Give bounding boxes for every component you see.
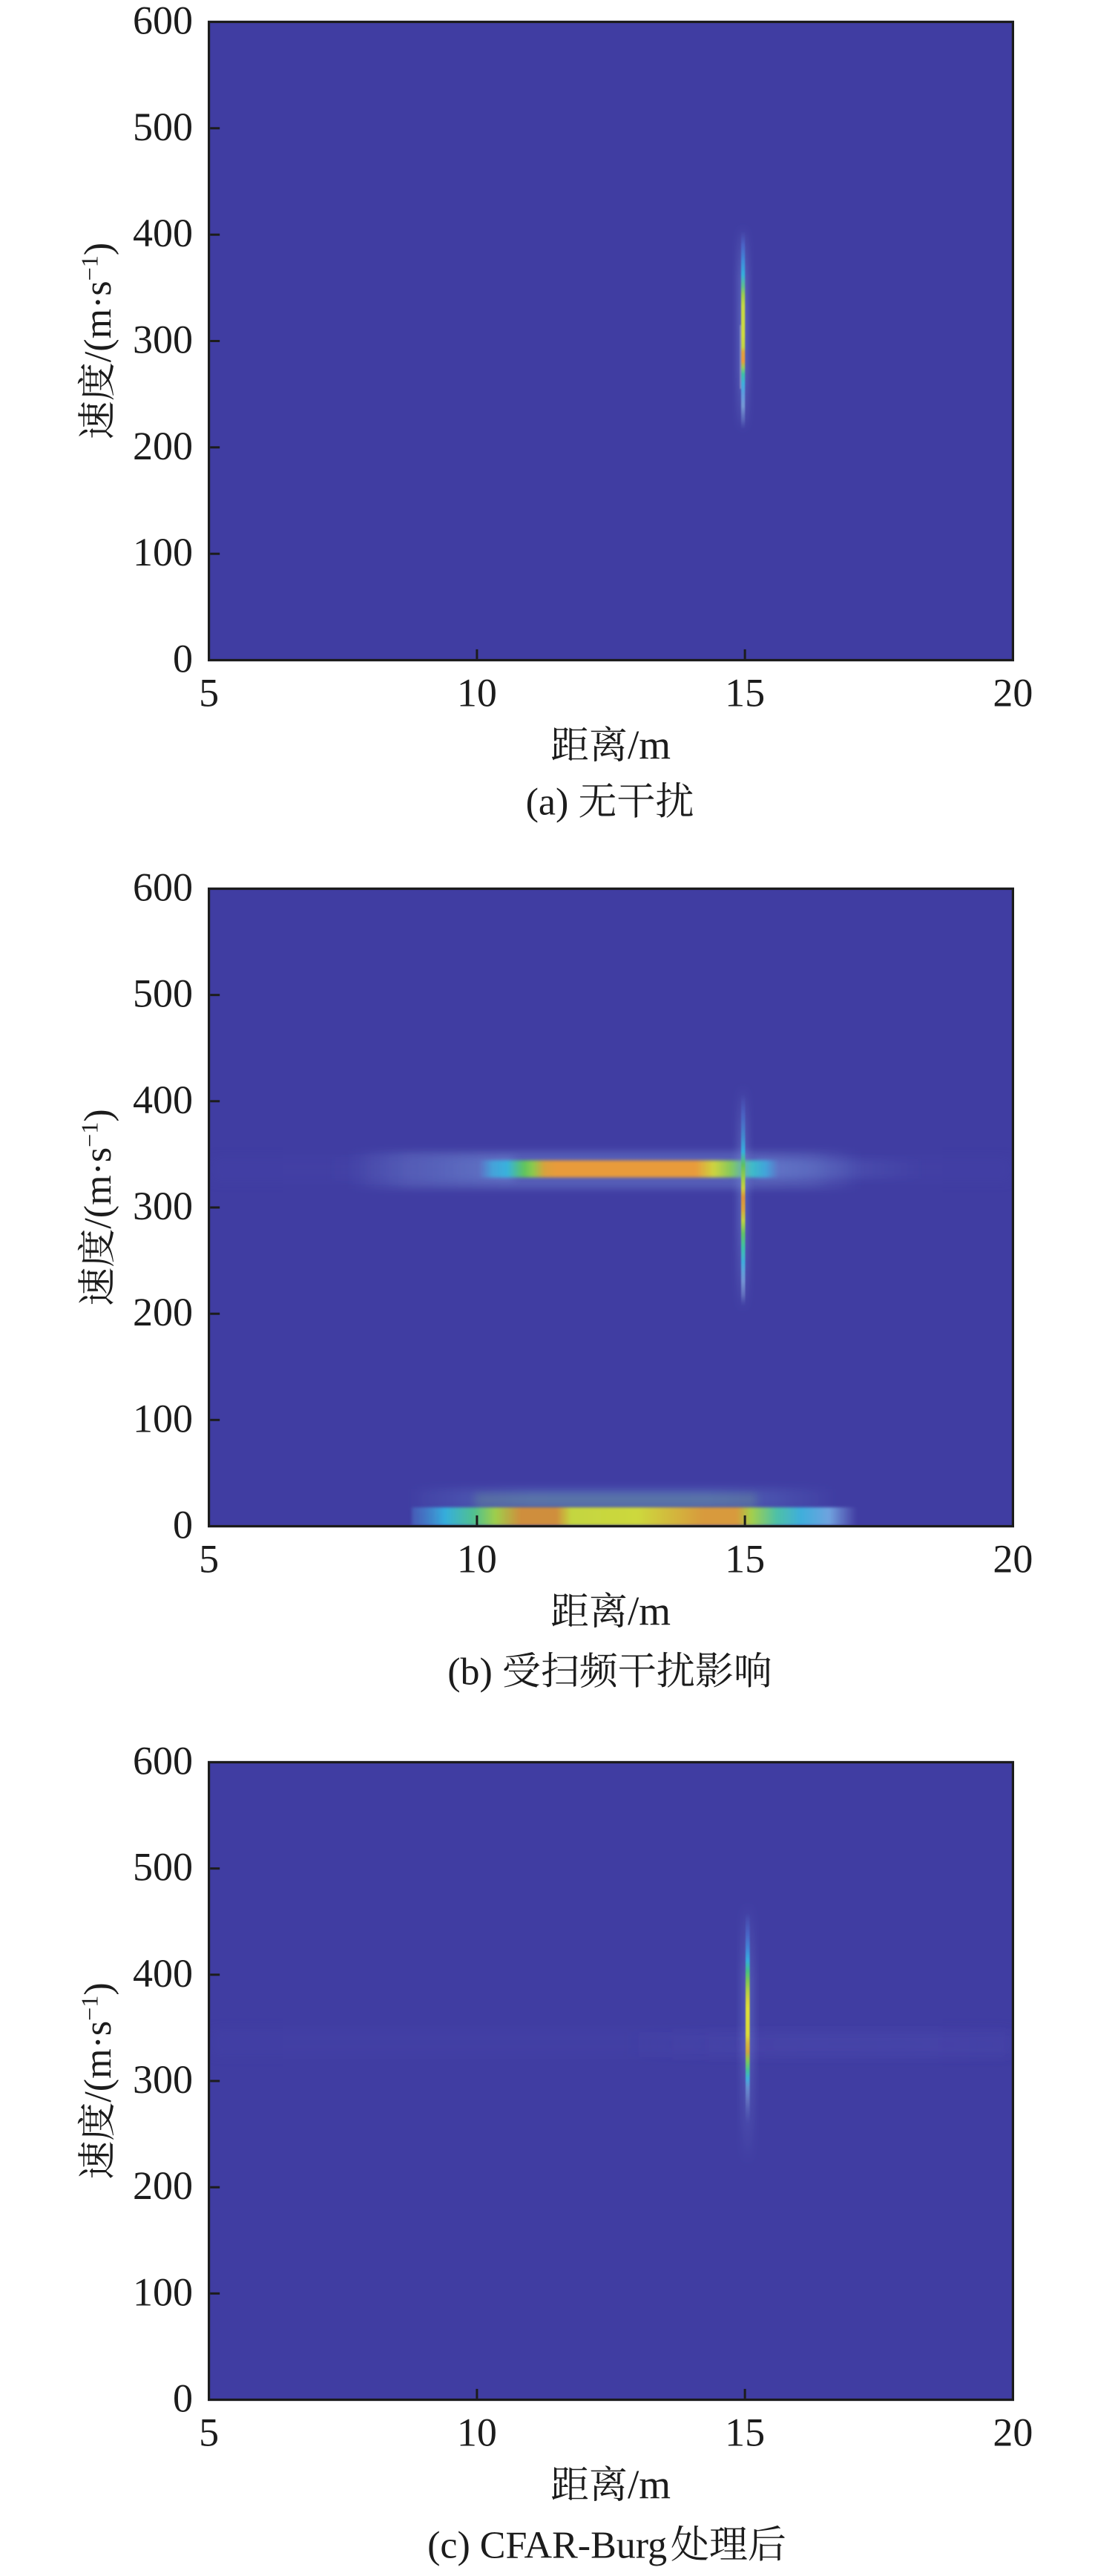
svg-text:400: 400 (133, 1951, 193, 1996)
svg-text:5: 5 (199, 671, 219, 715)
svg-text:5: 5 (199, 1537, 219, 1582)
svg-text:300: 300 (133, 318, 193, 362)
svg-text:/m: /m (628, 2462, 671, 2507)
svg-text:100: 100 (133, 2269, 193, 2314)
svg-text:400: 400 (133, 1078, 193, 1122)
svg-text:): ) (77, 1982, 119, 1995)
svg-text:0: 0 (173, 2376, 193, 2421)
svg-text:10: 10 (457, 671, 497, 715)
svg-text:/m: /m (628, 1588, 671, 1633)
svg-text:500: 500 (133, 971, 193, 1016)
svg-text:100: 100 (133, 1396, 193, 1441)
svg-text:300: 300 (133, 2057, 193, 2102)
svg-text:/m: /m (628, 722, 671, 767)
svg-text:300: 300 (133, 1184, 193, 1228)
svg-text:500: 500 (133, 1845, 193, 1890)
svg-text:200: 200 (133, 424, 193, 468)
svg-text:5: 5 (199, 2411, 219, 2455)
svg-text:400: 400 (133, 211, 193, 255)
svg-text:10: 10 (457, 1537, 497, 1582)
svg-text:10: 10 (457, 2411, 497, 2455)
svg-text:−1: −1 (76, 1122, 102, 1147)
svg-text:15: 15 (725, 2411, 765, 2455)
svg-text:600: 600 (133, 865, 193, 910)
svg-text:15: 15 (725, 671, 765, 715)
svg-text:0: 0 (173, 637, 193, 681)
svg-text:20: 20 (993, 1537, 1033, 1582)
svg-text:−1: −1 (76, 1996, 102, 2021)
svg-text:500: 500 (133, 105, 193, 149)
svg-text:200: 200 (133, 2163, 193, 2208)
svg-text:(c) CFAR-Burg: (c) CFAR-Burg (427, 2525, 667, 2567)
svg-text:/(m·s: /(m·s (77, 281, 119, 362)
svg-text:20: 20 (993, 671, 1033, 715)
svg-text:/(m·s: /(m·s (77, 1147, 119, 1229)
svg-text:600: 600 (133, 1739, 193, 1783)
svg-text:(a): (a) (526, 781, 579, 824)
svg-text:20: 20 (993, 2411, 1033, 2455)
svg-text:−1: −1 (76, 255, 102, 281)
svg-text:0: 0 (173, 1503, 193, 1547)
svg-text:): ) (77, 243, 119, 255)
svg-text:(b): (b) (447, 1651, 502, 1694)
svg-text:600: 600 (133, 0, 193, 43)
svg-text:100: 100 (133, 530, 193, 574)
svg-text:15: 15 (725, 1537, 765, 1582)
svg-text:/(m·s: /(m·s (77, 2021, 119, 2103)
svg-text:): ) (77, 1109, 119, 1121)
svg-text:200: 200 (133, 1290, 193, 1334)
